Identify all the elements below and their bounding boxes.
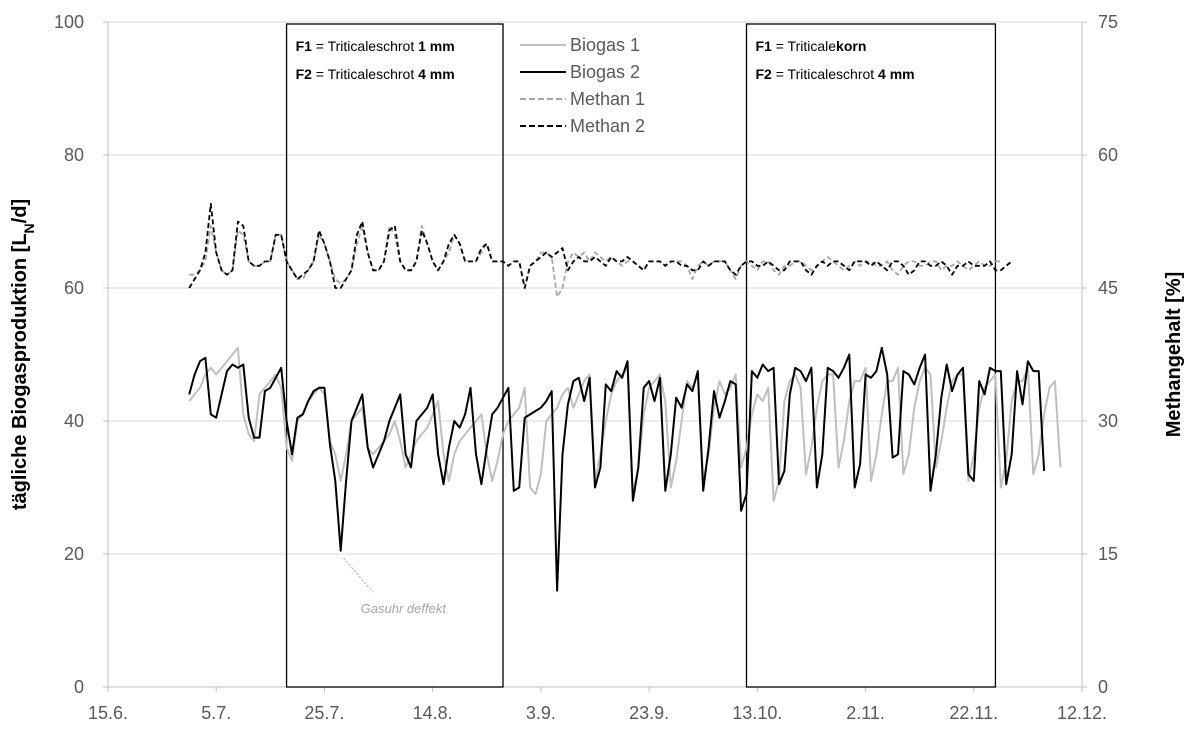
y-left-tick-label: 0 <box>74 677 84 697</box>
y-right-axis-title: Methangehalt [%] <box>1163 272 1185 438</box>
y-right-tick-label: 0 <box>1098 677 1108 697</box>
series-lines <box>188 202 1062 592</box>
annotation-box <box>285 23 504 688</box>
y-left-tick-label: 40 <box>64 411 84 431</box>
x-tick-label: 14.8. <box>413 703 453 723</box>
biogas-2-line <box>188 346 1046 592</box>
legend-label: Biogas 2 <box>570 62 640 82</box>
methan-1-line <box>189 224 1001 298</box>
y-left-tick-label: 60 <box>64 278 84 298</box>
y-right-tick-label: 30 <box>1098 411 1118 431</box>
y-left-tick-label: 20 <box>64 544 84 564</box>
gridlines <box>108 21 1082 555</box>
x-tick-label: 3.9. <box>526 703 556 723</box>
x-tick-label: 22.11. <box>949 703 998 723</box>
annotation-box-text: F2 = Triticaleschrot 4 mm <box>756 66 915 82</box>
x-tick-label: 23.9. <box>629 703 669 723</box>
legend-label: Methan 1 <box>570 89 645 109</box>
y-right-tick-label: 45 <box>1098 278 1118 298</box>
y-right-tick-label: 60 <box>1098 145 1118 165</box>
y-right-tick-label: 15 <box>1098 544 1118 564</box>
y-left-tick-label: 80 <box>64 145 84 165</box>
axes: 0 20 40 60 80 100 0 15 30 45 60 75 15.6. 5.7. 25.7. 14.… <box>9 12 1185 723</box>
x-tick-label: 25.7. <box>304 703 344 723</box>
y-right-tick-label: 75 <box>1098 12 1118 32</box>
x-tick-label: 13.10. <box>732 703 782 723</box>
annotation-box <box>745 23 997 688</box>
y-left-axis-title: tägliche Biogasproduktion [LN/d] <box>9 199 37 510</box>
annotation-box-text: F2 = Triticaleschrot 4 mm <box>296 66 455 82</box>
x-tick-label: 15.6. <box>88 703 128 723</box>
annotation-arrow <box>343 557 374 593</box>
annotations: Gasuhr deffekt <box>343 557 448 616</box>
y-left-axis-title-subscript: N <box>21 223 37 233</box>
x-tick-label: 2.11. <box>846 703 885 723</box>
methan-2-line <box>188 202 1013 289</box>
x-tick-label: 12.12. <box>1057 703 1107 723</box>
legend-label: Methan 2 <box>570 116 645 136</box>
y-left-tick-label: 100 <box>54 12 84 32</box>
annotation-box-text: F1 = Triticalekorn <box>756 38 867 54</box>
annotation-label: Gasuhr deffekt <box>361 601 448 616</box>
annotation-boxes: F1 = Triticaleschrot 1 mm F2 = Triticales… <box>285 23 997 688</box>
legend: Biogas 1 Biogas 2 Methan 1 Methan 2 <box>520 35 645 136</box>
annotation-box-text: F1 = Triticaleschrot 1 mm <box>296 38 455 54</box>
legend-label: Biogas 1 <box>570 35 640 55</box>
x-tick-label: 5.7. <box>201 703 231 723</box>
